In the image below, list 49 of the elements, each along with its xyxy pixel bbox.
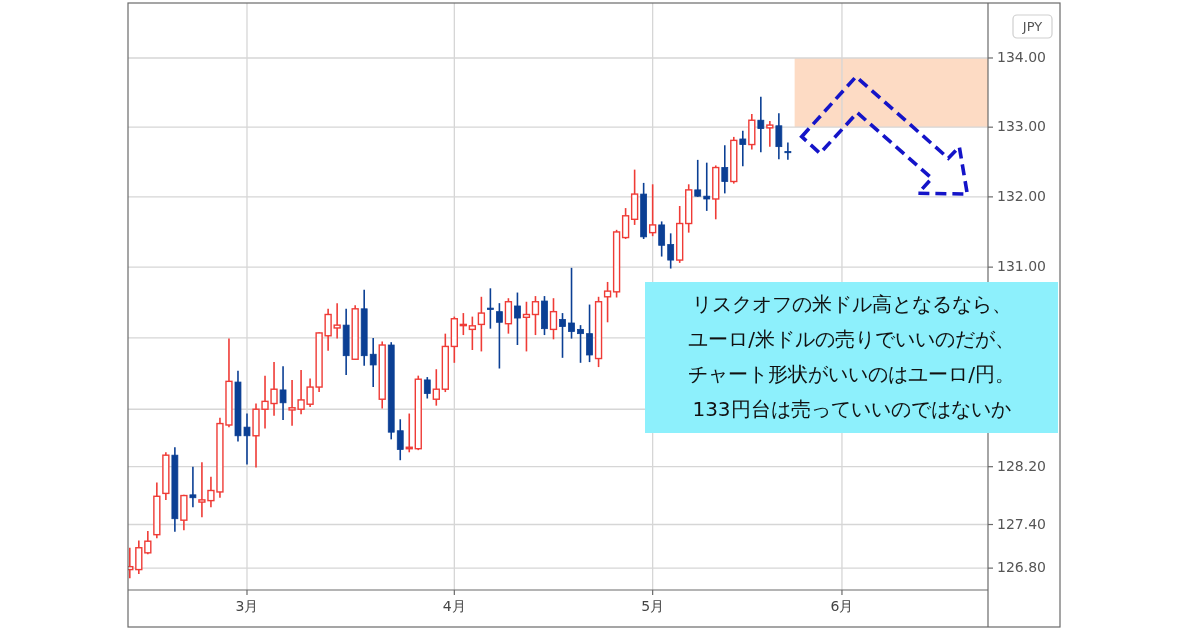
candlestick [369,337,377,388]
candlestick [396,418,404,462]
candlestick [784,141,792,161]
candlestick [477,295,486,353]
candlestick [621,207,630,240]
candlestick [568,267,575,340]
y-tick-label: 131.00 [997,258,1046,275]
candlestick [522,300,531,353]
candlestick [423,376,431,400]
y-tick-label: 134.00 [997,48,1046,65]
candlestick [487,287,494,330]
annotation: ユーロ/米ドルの売りでいいのだが、 [688,327,1015,351]
candlestick [514,291,521,346]
candlestick [703,161,711,212]
candlestick [531,295,540,336]
y-tick-label: 127.40 [997,515,1046,532]
candlestick [279,365,287,421]
x-tick-label: 3月 [235,598,259,614]
candlestick [468,315,477,351]
candlestick [603,281,612,324]
x-tick-label: 5月 [641,598,665,614]
y-axis-title: JPY [1021,18,1043,34]
candlestick [577,324,584,364]
candlestick [586,303,593,363]
candlestick [504,297,513,335]
candlestick [757,95,765,154]
annotation: リスクオフの米ドル高となるなら、 [691,292,1012,316]
candlestick [658,220,666,258]
candlestick [667,232,675,270]
candlestick [189,465,197,508]
candlestick [135,539,143,575]
annotation: 133円台は売っていいのではないか [692,397,1011,421]
candlestick [766,120,774,148]
candlestick [496,302,503,370]
y-tick-label: 132.00 [997,187,1046,204]
candlestick [694,159,702,198]
candlestick [432,368,440,407]
candlestick [648,183,657,237]
annotation: チャート形状がいいのはユーロ/円。 [688,362,1015,386]
candlestick [775,112,783,160]
candlestick [549,297,558,341]
candlestick [721,144,729,195]
candlestick [559,312,566,359]
x-tick-label: 4月 [442,598,466,614]
candlestick [739,129,747,167]
y-tick-label: 128.20 [997,457,1046,474]
y-tick-label: 126.80 [997,559,1046,576]
y-tick-label: 133.00 [997,118,1046,135]
x-tick-label: 6月 [830,598,854,614]
